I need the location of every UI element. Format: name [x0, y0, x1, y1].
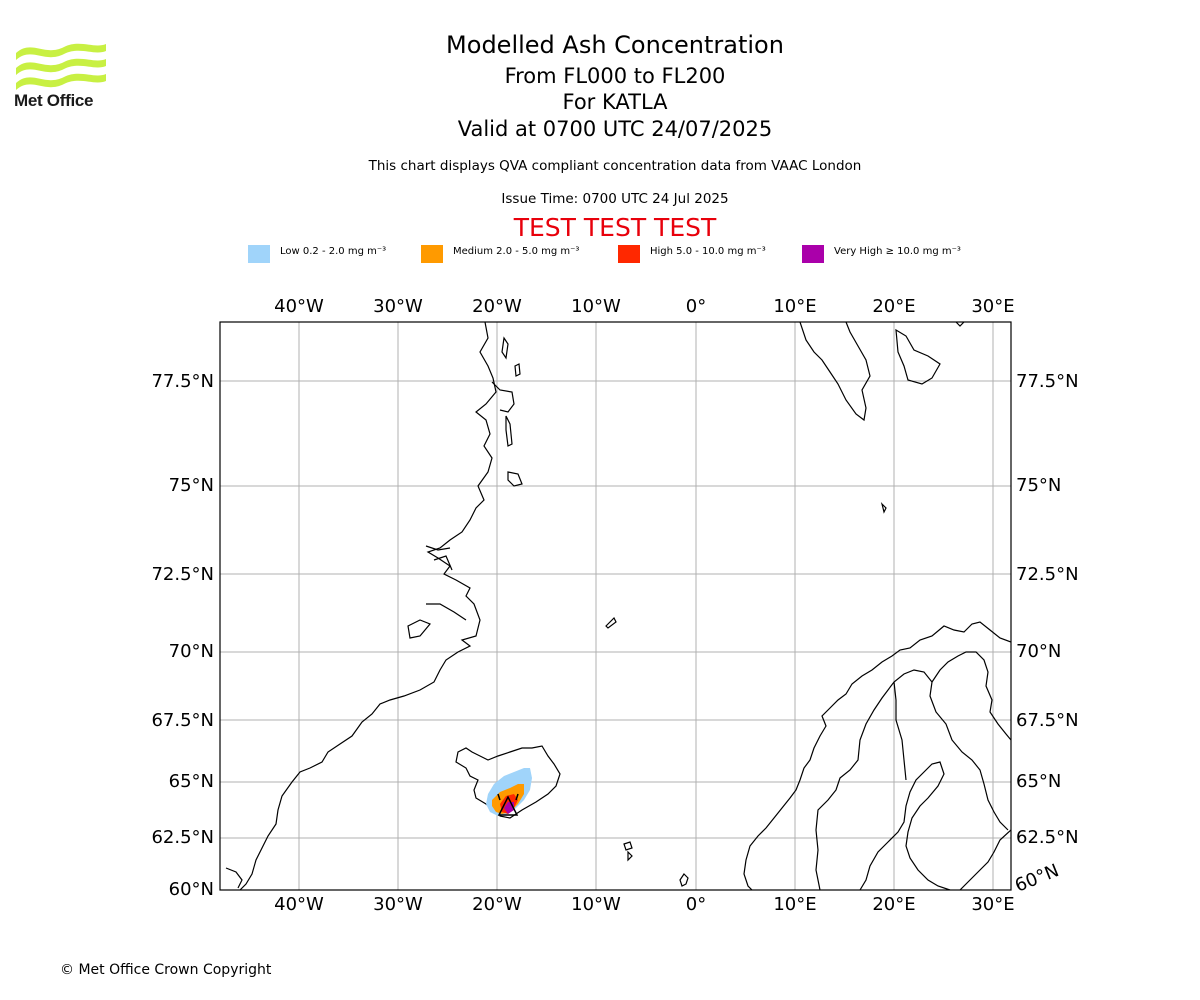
- test-banner: TEST TEST TEST: [513, 213, 717, 242]
- lon-tick-top: 20°W: [472, 296, 522, 317]
- coastlines: [225, 322, 1011, 890]
- lon-tick-bottom: 40°W: [274, 894, 324, 915]
- flight-levels: From FL000 to FL200: [504, 64, 726, 88]
- lat-tick-corner: 60°N: [1012, 860, 1062, 896]
- lat-tick-left: 65°N: [169, 771, 214, 792]
- lon-tick-top: 10°W: [571, 296, 621, 317]
- map-frame: [219, 321, 1012, 891]
- valid-time: Valid at 0700 UTC 24/07/2025: [457, 117, 773, 141]
- lat-tick-right: 65°N: [1016, 771, 1061, 792]
- svalbard-coast: [799, 322, 871, 422]
- lat-tick-right: 70°N: [1016, 641, 1061, 662]
- lat-tick-left: 70°N: [169, 641, 214, 662]
- lon-tick-bottom: 10°E: [773, 894, 816, 915]
- legend: Low 0.2 - 2.0 mg m⁻³ Medium 2.0 - 5.0 mg…: [0, 244, 1200, 264]
- lon-tick-top: 30°W: [373, 296, 423, 317]
- lon-tick-top: 10°E: [773, 296, 816, 317]
- lon-tick-bottom: 0°: [686, 894, 706, 915]
- lon-ticks-bottom: 40°W 30°W 20°W 10°W 0° 10°E 20°E 30°E: [274, 894, 1014, 915]
- norway-coast: [743, 621, 1011, 890]
- lon-ticks-top: 40°W 30°W 20°W 10°W 0° 10°E 20°E 30°E: [274, 296, 1014, 317]
- lat-tick-left: 62.5°N: [151, 827, 214, 848]
- logo-text: Met Office: [14, 91, 94, 110]
- legend-swatch-high: [618, 245, 640, 263]
- iceland-coast: [455, 745, 561, 819]
- lon-tick-bottom: 30°E: [971, 894, 1014, 915]
- lon-tick-top: 0°: [686, 296, 706, 317]
- issue-time: Issue Time: 0700 UTC 24 Jul 2025: [501, 191, 729, 207]
- met-office-logo-icon: [16, 43, 106, 90]
- legend-label-medium: Medium 2.0 - 5.0 mg m⁻³: [453, 246, 580, 257]
- finland-coast: [859, 761, 951, 890]
- lat-tick-right: 75°N: [1016, 475, 1061, 496]
- lat-tick-left: 72.5°N: [151, 564, 214, 585]
- lon-tick-bottom: 20°W: [472, 894, 522, 915]
- lon-tick-bottom: 10°W: [571, 894, 621, 915]
- lat-tick-left: 75°N: [169, 475, 214, 496]
- lat-tick-left: 60°N: [169, 879, 214, 900]
- volcano-name: For KATLA: [562, 90, 668, 114]
- lon-tick-bottom: 30°W: [373, 894, 423, 915]
- legend-label-low: Low 0.2 - 2.0 mg m⁻³: [280, 246, 387, 257]
- lat-ticks-left: 77.5°N 75°N 72.5°N 70°N 67.5°N 65°N 62.5…: [151, 371, 214, 900]
- lat-tick-right: 72.5°N: [1016, 564, 1079, 585]
- gridlines: [220, 322, 1011, 890]
- greenland-coast: [239, 322, 497, 890]
- lon-tick-top: 40°W: [274, 296, 324, 317]
- copyright: © Met Office Crown Copyright: [60, 962, 272, 978]
- ash-plume: [486, 768, 532, 816]
- lat-tick-right: 77.5°N: [1016, 371, 1079, 392]
- lat-tick-left: 67.5°N: [151, 710, 214, 731]
- legend-label-high: High 5.0 - 10.0 mg m⁻³: [650, 246, 766, 257]
- legend-swatch-medium: [421, 245, 443, 263]
- lat-ticks-right: 77.5°N 75°N 72.5°N 70°N 67.5°N 65°N 62.5…: [1016, 371, 1079, 848]
- lat-tick-left: 77.5°N: [151, 371, 214, 392]
- chart-title: Modelled Ash Concentration: [446, 31, 784, 59]
- lon-tick-top: 30°E: [971, 296, 1014, 317]
- volcano-marker-icon: [497, 793, 519, 816]
- lat-tick-right: 67.5°N: [1016, 710, 1079, 731]
- legend-label-very-high: Very High ≥ 10.0 mg m⁻³: [834, 246, 961, 257]
- lon-tick-bottom: 20°E: [872, 894, 915, 915]
- compliance-note: This chart displays QVA compliant concen…: [368, 158, 862, 174]
- legend-swatch-low: [248, 245, 270, 263]
- lat-tick-right: 62.5°N: [1016, 827, 1079, 848]
- legend-swatch-very-high: [802, 245, 824, 263]
- lon-tick-top: 20°E: [872, 296, 915, 317]
